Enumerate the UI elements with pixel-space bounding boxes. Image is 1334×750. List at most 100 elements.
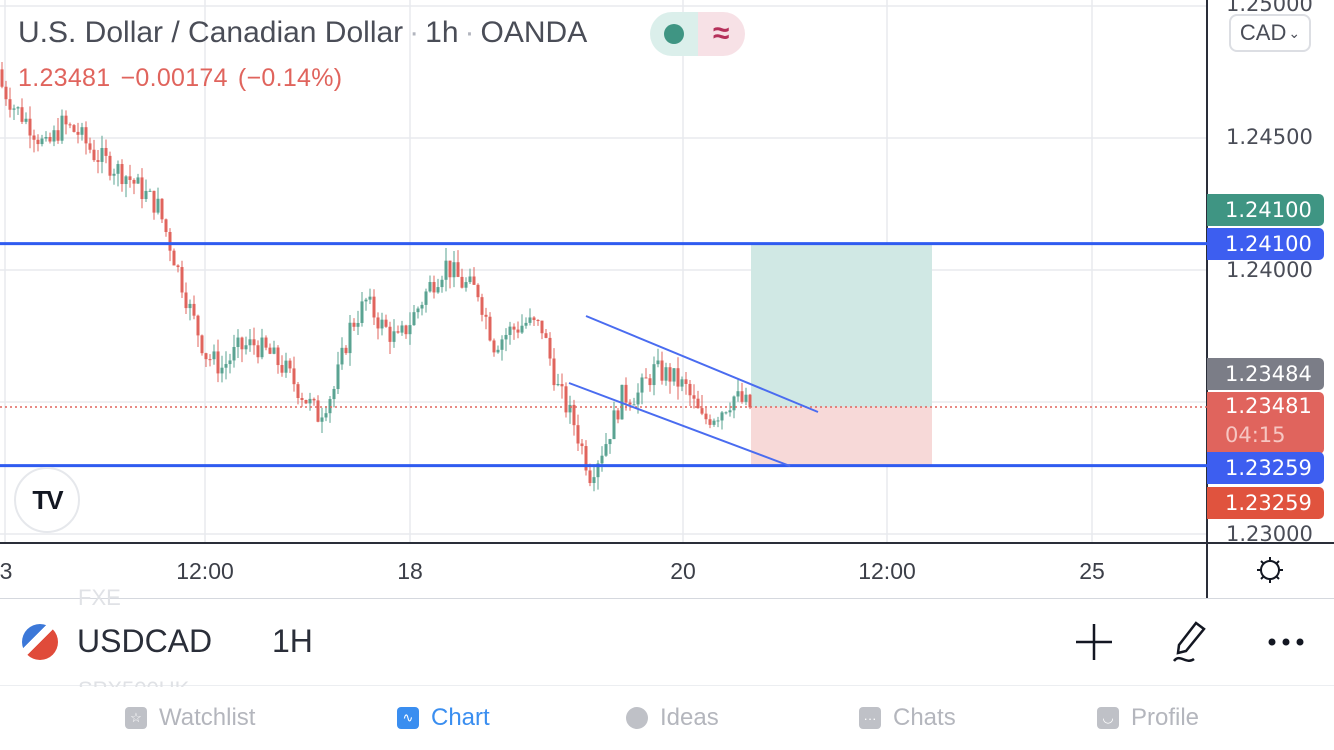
- candle-body: [48, 137, 52, 142]
- candle-body: [192, 303, 196, 316]
- prev-price-tag: 1.23484: [1207, 358, 1324, 390]
- symbol-bar: FXE USDCAD 1H SPX500UK: [0, 585, 1334, 687]
- candle-body: [472, 276, 476, 285]
- candle-body: [340, 347, 344, 365]
- candle-body: [556, 384, 560, 386]
- candle-body: [592, 477, 596, 484]
- exchange: OANDA: [480, 16, 588, 49]
- candle-body: [32, 135, 36, 140]
- candle-body: [488, 316, 492, 341]
- candle-body: [76, 131, 80, 135]
- candle-body: [644, 377, 648, 379]
- candle-body: [516, 329, 520, 333]
- candle-body: [4, 86, 8, 100]
- candle-body: [688, 383, 692, 396]
- interval-button[interactable]: 1H: [272, 623, 313, 659]
- nav-profile[interactable]: ◡ Profile: [1097, 704, 1199, 732]
- candle-body: [300, 397, 304, 401]
- candle-body: [656, 360, 660, 365]
- candle-body: [432, 282, 436, 293]
- ghost-symbol: FXE: [78, 585, 121, 607]
- time-tick: 3: [0, 558, 13, 584]
- candle-body: [668, 367, 672, 382]
- usd-cad-flag-icon: [22, 624, 58, 660]
- candle-body: [480, 297, 484, 315]
- candle-body: [696, 398, 700, 409]
- candle-body: [360, 301, 364, 323]
- candle-body: [484, 314, 488, 317]
- candle-body: [24, 118, 28, 122]
- candle-body: [356, 322, 360, 327]
- channel-lower-line: [568, 382, 791, 467]
- candle-body: [512, 326, 516, 330]
- candle-body: [544, 333, 548, 338]
- candle-body: [500, 339, 504, 350]
- candle-body: [236, 337, 240, 347]
- candle-body: [336, 364, 340, 389]
- last-price-tag: 1.23481 04:15: [1207, 392, 1324, 454]
- candle-body: [524, 322, 528, 326]
- candle-body: [388, 326, 392, 342]
- profit-zone: [751, 243, 932, 408]
- smile-icon: ◡: [1097, 707, 1119, 729]
- candle-body: [396, 331, 400, 333]
- nav-label: Watchlist: [159, 704, 256, 731]
- candle-body: [508, 326, 512, 335]
- more-icon[interactable]: [1262, 618, 1310, 666]
- gear-icon[interactable]: [1254, 554, 1286, 591]
- nav-chart[interactable]: ∿ Chart: [397, 704, 490, 732]
- currency-select[interactable]: CAD ⌄: [1229, 14, 1311, 52]
- candle-body: [168, 231, 172, 251]
- bar-countdown: 04:15: [1225, 423, 1286, 447]
- wave-icon: ≈: [697, 12, 745, 56]
- candle-body: [380, 319, 384, 329]
- candle-body: [564, 386, 568, 413]
- candle-body: [704, 413, 708, 420]
- candle-body: [632, 404, 636, 406]
- time-tick: 20: [670, 558, 696, 584]
- candle-body: [60, 115, 64, 141]
- candle-body: [576, 425, 580, 444]
- candle-body: [172, 250, 176, 266]
- pen-icon[interactable]: [1166, 618, 1214, 666]
- candle-body: [580, 443, 584, 447]
- candle-body: [44, 137, 48, 139]
- candle-body: [420, 304, 424, 309]
- nav-ideas[interactable]: Ideas: [626, 704, 719, 732]
- candle-body: [464, 282, 468, 288]
- candle-body: [604, 444, 608, 456]
- candle-body: [536, 320, 540, 322]
- candle-body: [684, 379, 688, 384]
- nav-watchlist[interactable]: ☆ Watchlist: [125, 704, 255, 732]
- candle-body: [152, 190, 156, 213]
- candle-body: [728, 410, 732, 413]
- currency-value: CAD: [1239, 20, 1287, 45]
- candle-body: [612, 410, 616, 440]
- candle-body: [560, 384, 564, 387]
- price-chart[interactable]: [0, 0, 1334, 598]
- candle-body: [496, 349, 500, 353]
- time-tick: 12:00: [176, 558, 234, 584]
- candle-body: [272, 347, 276, 354]
- tradingview-logo[interactable]: TV: [14, 467, 80, 533]
- candle-body: [736, 391, 740, 397]
- candle-body: [588, 470, 592, 484]
- symbol-name: U.S. Dollar / Canadian Dollar: [18, 16, 404, 49]
- candle-body: [748, 394, 752, 408]
- candle-body: [720, 412, 724, 421]
- chart-area[interactable]: U.S. Dollar / Canadian Dollar · 1h · OANDA ≈…: [0, 0, 1334, 598]
- candle-body: [540, 320, 544, 334]
- nav-chats[interactable]: ··· Chats: [859, 704, 956, 732]
- candle-body: [468, 276, 472, 283]
- symbol-button[interactable]: USDCAD: [77, 623, 213, 659]
- candle-body: [240, 337, 244, 350]
- candle-body: [400, 325, 404, 333]
- candle-body: [532, 317, 536, 321]
- candle-body: [64, 115, 68, 125]
- candle-body: [244, 345, 248, 350]
- candle-body: [572, 404, 576, 426]
- market-status-pill[interactable]: ≈: [650, 12, 745, 56]
- plus-icon[interactable]: [1070, 618, 1118, 666]
- candle-body: [188, 303, 192, 309]
- candle-body: [384, 319, 388, 327]
